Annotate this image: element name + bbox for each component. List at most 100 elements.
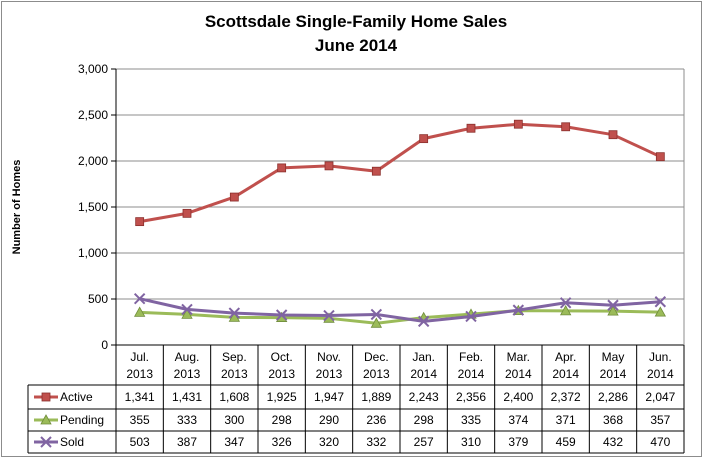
category-label: Dec. — [364, 350, 389, 364]
data-point-active — [371, 166, 381, 176]
category-year-label: 2013 — [268, 367, 295, 381]
category-label: Nov. — [317, 350, 341, 364]
table-cell-sold: 326 — [272, 435, 292, 449]
data-point-pending — [181, 308, 193, 319]
table-cell-sold: 320 — [319, 435, 339, 449]
data-point-active — [41, 392, 51, 402]
category-year-label: 2013 — [363, 367, 390, 381]
table-cell-pending: 298 — [414, 413, 434, 427]
category-year-label: 2013 — [221, 367, 248, 381]
table-cell-active: 2,047 — [645, 390, 675, 404]
table-cell-sold: 332 — [366, 435, 386, 449]
category-year-label: 2013 — [174, 367, 201, 381]
table-cell-sold: 459 — [556, 435, 576, 449]
data-point-active — [466, 123, 476, 133]
chart-title: Scottsdale Single-Family Home Sales — [205, 12, 507, 31]
table-cell-active: 1,608 — [219, 390, 249, 404]
data-point-pending — [370, 317, 383, 328]
table-cell-active: 1,889 — [361, 390, 391, 404]
table-cell-sold: 470 — [650, 435, 670, 449]
table-cell-pending: 300 — [224, 413, 244, 427]
y-axis-label: Number of Homes — [11, 160, 23, 255]
table-cell-pending: 355 — [130, 413, 150, 427]
table-cell-active: 1,925 — [267, 390, 297, 404]
category-year-label: 2014 — [647, 367, 674, 381]
category-year-label: 2014 — [505, 367, 532, 381]
data-point-sold — [607, 299, 619, 311]
series-line-sold — [139, 297, 661, 323]
data-point-pending — [607, 305, 619, 316]
category-label: Jun. — [649, 350, 672, 364]
data-point-sold — [275, 309, 288, 321]
series-active — [135, 119, 665, 227]
table-cell-sold: 503 — [130, 435, 150, 449]
y-tick-label: 1,000 — [78, 246, 108, 260]
legend-key-sold — [34, 436, 58, 448]
table-cell-pending: 374 — [508, 413, 528, 427]
data-point-sold — [512, 304, 525, 316]
data-point-active — [182, 208, 192, 218]
data-point-sold — [370, 308, 383, 321]
data-point-pending — [133, 306, 146, 317]
table-cell-pending: 368 — [603, 413, 623, 427]
data-point-sold — [417, 315, 430, 328]
category-year-label: 2014 — [410, 367, 437, 381]
data-point-sold — [228, 307, 241, 319]
legend-key-pending — [34, 414, 58, 425]
legend-label-sold: Sold — [60, 435, 84, 449]
chart-subtitle: June 2014 — [315, 36, 398, 55]
table-cell-sold: 379 — [508, 435, 528, 449]
category-label: Feb. — [459, 350, 483, 364]
table-cell-pending: 290 — [319, 413, 339, 427]
data-point-active — [561, 122, 571, 132]
y-tick-label: 500 — [88, 292, 108, 306]
table-cell-active: 1,341 — [125, 390, 155, 404]
y-tick-label: 2,000 — [78, 154, 108, 168]
series-sold — [133, 293, 667, 328]
data-point-pending — [559, 305, 572, 316]
table-cell-pending: 335 — [461, 413, 481, 427]
data-point-sold — [323, 309, 335, 322]
data-point-sold — [559, 297, 572, 309]
series-group — [133, 119, 667, 328]
category-year-label: 2013 — [316, 367, 343, 381]
data-point-active — [324, 161, 334, 171]
series-line-pending — [139, 309, 661, 325]
data-point-active — [608, 130, 618, 140]
category-label: Sep. — [222, 350, 247, 364]
y-tick-label: 2,500 — [78, 108, 108, 122]
category-label: Jul. — [130, 350, 149, 364]
category-label: May — [602, 350, 625, 364]
legend-key-active — [34, 392, 58, 402]
data-point-active — [135, 217, 145, 227]
data-point-pending — [40, 414, 52, 425]
table-cell-sold: 387 — [177, 435, 197, 449]
table-cell-active: 2,286 — [598, 390, 628, 404]
data-point-active — [655, 152, 665, 162]
y-tick-label: 0 — [101, 338, 108, 352]
series-line-active — [139, 122, 661, 224]
table-cell-active: 2,372 — [551, 390, 581, 404]
table-cell-pending: 371 — [556, 413, 576, 427]
category-year-label: 2014 — [552, 367, 579, 381]
category-label: Jan. — [412, 350, 435, 364]
data-point-pending — [654, 306, 667, 317]
data-point-sold — [654, 296, 667, 308]
category-label: Apr. — [555, 350, 576, 364]
table-cell-active: 2,400 — [503, 390, 533, 404]
y-axis-ticks: 0 500 1,000 1,500 2,000 2,500 3,000 — [78, 62, 108, 352]
y-tick-label: 3,000 — [78, 62, 108, 76]
data-point-active — [513, 119, 523, 129]
table-cell-active: 1,947 — [314, 390, 344, 404]
table-cell-active: 2,243 — [409, 390, 439, 404]
data-point-active — [419, 134, 429, 144]
category-year-label: 2014 — [600, 367, 627, 381]
category-label: Oct. — [271, 350, 293, 364]
category-label: Aug. — [175, 350, 200, 364]
data-table: Jul. 2013 Aug. 2013 Sep. 2013 Oct. 2013 Nov. 2013… — [27, 345, 685, 454]
table-cell-sold: 310 — [461, 435, 481, 449]
data-point-active — [229, 192, 239, 202]
data-point-sold — [181, 303, 193, 316]
table-cell-sold: 347 — [224, 435, 244, 449]
